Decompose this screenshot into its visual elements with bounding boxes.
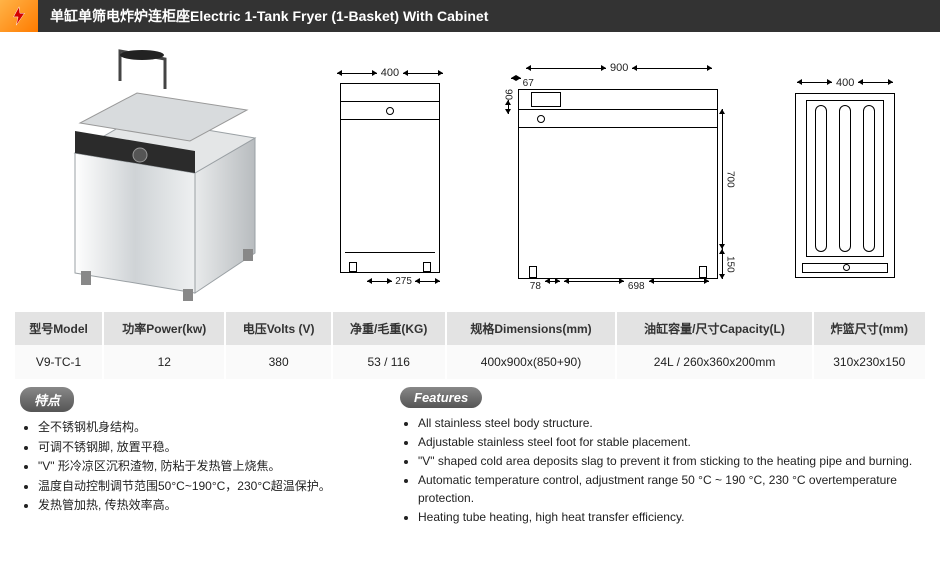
th-volts: 电压Volts (V) [225, 312, 331, 345]
feat-en-4: Heating tube heating, high heat transfer… [418, 508, 920, 526]
specs-table: 型号Model 功率Power(kw) 电压Volts (V) 净重/毛重(KG… [15, 312, 925, 379]
th-dimensions: 规格Dimensions(mm) [446, 312, 617, 345]
media-row: 400 275 900 67 90 [0, 32, 940, 312]
flash-icon [0, 0, 38, 32]
feature-list-en: All stainless steel body structure. Adju… [400, 414, 920, 526]
specs-header-row: 型号Model 功率Power(kw) 电压Volts (V) 净重/毛重(KG… [15, 312, 925, 345]
basket-view: 400 [795, 77, 895, 278]
cell-capacity: 24L / 260x360x200mm [616, 345, 812, 379]
cell-dimensions: 400x900x(850+90) [446, 345, 617, 379]
feat-cn-1: 可调不锈钢脚, 放置平稳。 [38, 438, 370, 457]
page-title: 单缸单筛电炸炉连柜座Electric 1-Tank Fryer (1-Baske… [38, 0, 940, 32]
features-en: Features All stainless steel body struct… [400, 387, 920, 527]
title-bar: 单缸单筛电炸炉连柜座Electric 1-Tank Fryer (1-Baske… [0, 0, 940, 32]
dim-700: 700 [725, 171, 736, 188]
dim-front-width: 400 [381, 67, 399, 79]
product-photo [20, 42, 290, 304]
dim-67: 67 [523, 78, 534, 89]
side-view: 900 67 90 700 150 [503, 62, 736, 292]
dim-90: 90 [503, 89, 514, 100]
badge-cn: 特点 [20, 387, 74, 412]
th-basket: 炸篮尺寸(mm) [813, 312, 925, 345]
feat-en-3: Automatic temperature control, adjustmen… [418, 471, 920, 507]
dim-front-sub: 275 [395, 276, 412, 287]
feat-cn-0: 全不锈钢机身结构。 [38, 418, 370, 437]
feat-en-1: Adjustable stainless steel foot for stab… [418, 433, 920, 451]
th-capacity: 油缸容量/尺寸Capacity(L) [616, 312, 812, 345]
feature-list-cn: 全不锈钢机身结构。 可调不锈钢脚, 放置平稳。 "V" 形冷凉区沉积渣物, 防粘… [20, 418, 370, 515]
feat-en-0: All stainless steel body structure. [418, 414, 920, 432]
specs-data-row: V9-TC-1 12 380 53 / 116 400x900x(850+90)… [15, 345, 925, 379]
dim-78: 78 [530, 281, 541, 292]
th-model: 型号Model [15, 312, 103, 345]
feat-en-2: "V" shaped cold area deposits slag to pr… [418, 452, 920, 470]
cell-model: V9-TC-1 [15, 345, 103, 379]
dim-basket-width: 400 [836, 77, 854, 89]
cell-basket: 310x230x150 [813, 345, 925, 379]
features-cn: 特点 全不锈钢机身结构。 可调不锈钢脚, 放置平稳。 "V" 形冷凉区沉积渣物,… [20, 387, 370, 527]
cell-power: 12 [103, 345, 225, 379]
features-row: 特点 全不锈钢机身结构。 可调不锈钢脚, 放置平稳。 "V" 形冷凉区沉积渣物,… [0, 379, 940, 527]
feat-cn-3: 温度自动控制调节范围50°C~190°C，230°C超温保护。 [38, 477, 370, 496]
front-view: 400 275 [337, 67, 443, 287]
dim-150: 150 [725, 256, 736, 273]
dim-698: 698 [628, 281, 645, 292]
th-power: 功率Power(kw) [103, 312, 225, 345]
dim-side-width: 900 [610, 62, 628, 74]
feat-cn-4: 发热管加热, 传热效率高。 [38, 496, 370, 515]
feat-cn-2: "V" 形冷凉区沉积渣物, 防粘于发热管上烧焦。 [38, 457, 370, 476]
cell-volts: 380 [225, 345, 331, 379]
badge-en: Features [400, 387, 482, 408]
th-weight: 净重/毛重(KG) [332, 312, 446, 345]
technical-drawings: 400 275 900 67 90 [312, 42, 920, 304]
cell-weight: 53 / 116 [332, 345, 446, 379]
